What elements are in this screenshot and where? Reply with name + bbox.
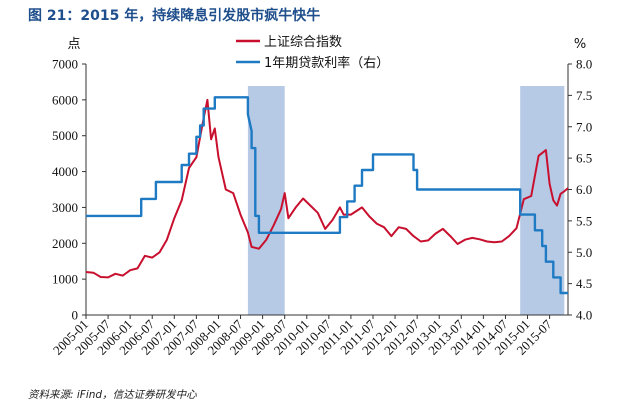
series-line-loan-rate (86, 96, 568, 295)
left-tick-label: 5000 (52, 128, 78, 143)
right-tick-label: 6.5 (576, 151, 592, 166)
left-tick-label: 1000 (52, 272, 78, 287)
right-tick-label: 6.0 (576, 182, 592, 197)
right-tick-label: 8.0 (576, 57, 592, 72)
left-axis-unit: 点 (67, 37, 80, 52)
right-tick-label: 7.0 (576, 119, 592, 134)
series-line-shanghai-index (85, 98, 569, 279)
right-axis-unit: % (574, 37, 586, 52)
shaded-period-0 (247, 86, 285, 315)
left-tick-label: 6000 (52, 92, 78, 107)
left-tick-label: 7000 (52, 57, 78, 72)
figure-title: 图 21：2015 年，持续降息引发股市疯牛快牛 (28, 7, 320, 24)
source-note: 资料来源: iFind，信达证券研发中心 (28, 389, 197, 401)
left-tick-label: 4000 (52, 164, 78, 179)
series-lines (85, 96, 569, 295)
legend-label-rate: 1年期贷款利率（右） (264, 55, 389, 71)
x-axis-ticks: 2005-012005-072006-012006-072007-012007-… (50, 315, 555, 358)
right-tick-label: 5.5 (576, 213, 592, 228)
left-tick-label: 3000 (52, 200, 78, 215)
left-tick-label: 2000 (52, 236, 78, 251)
right-tick-label: 5.0 (576, 245, 592, 260)
right-tick-label: 7.5 (576, 88, 592, 103)
shaded-periods (247, 86, 565, 315)
legend: 上证综合指数 1年期贷款利率（右） (236, 35, 389, 71)
left-tick-label: 0 (72, 308, 79, 323)
right-axis-ticks: 4.0 4.5 5.0 5.5 6.0 6.5 7.0 7.5 8.0 (568, 57, 592, 323)
right-tick-label: 4.0 (576, 308, 592, 323)
left-axis-ticks: 0 1000 2000 3000 4000 5000 6000 7000 (52, 57, 86, 323)
right-tick-label: 4.5 (576, 276, 592, 291)
legend-label-index: 上证综合指数 (264, 35, 342, 50)
